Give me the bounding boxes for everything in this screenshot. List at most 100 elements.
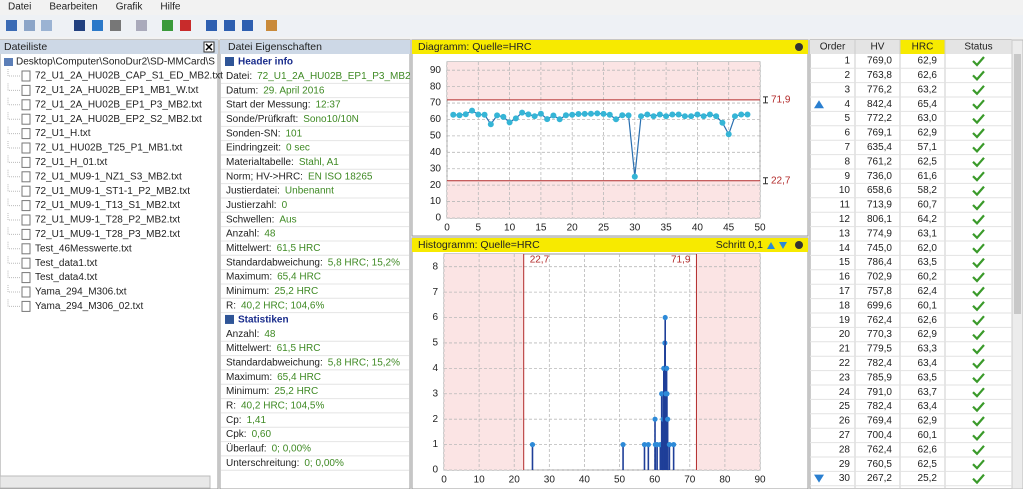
hrc-cell[interactable]: 63,1 [918,228,938,239]
hv-cell[interactable]: 267,2 [867,473,892,484]
order-cell[interactable]: 19 [839,315,851,326]
order-cell[interactable]: 16 [839,272,851,283]
order-cell[interactable]: 5 [844,113,850,124]
hrc-cell[interactable]: 62,0 [918,243,938,254]
hv-cell[interactable]: 762,4 [867,444,892,455]
file-name[interactable]: Test_data1.txt [35,258,97,269]
order-cell[interactable]: 20 [839,329,851,340]
hrc-cell[interactable]: 25,2 [918,473,938,484]
hv-cell[interactable]: 806,1 [867,214,892,225]
hv-cell[interactable]: 779,5 [867,344,892,355]
hrc-cell[interactable]: 58,2 [918,185,938,196]
hv-cell[interactable]: 658,6 [867,185,892,196]
hv-cell[interactable]: 757,8 [867,286,892,297]
hrc-cell[interactable]: 62,4 [918,286,938,297]
hrc-cell[interactable]: 57,1 [918,142,938,153]
hv-cell[interactable]: 769,0 [867,56,892,67]
tool-icon[interactable] [41,20,52,31]
hv-cell[interactable]: 842,4 [867,99,892,110]
order-cell[interactable]: 25 [839,401,851,412]
order-cell[interactable]: 12 [839,214,851,225]
tool-icon[interactable] [24,20,35,31]
hrc-cell[interactable]: 62,6 [918,70,938,81]
order-cell[interactable]: 10 [839,185,851,196]
hv-cell[interactable]: 776,2 [867,84,892,95]
hrc-cell[interactable]: 63,7 [918,387,938,398]
hrc-cell[interactable]: 62,9 [918,416,938,427]
order-cell[interactable]: 9 [844,171,850,182]
hv-cell[interactable]: 785,9 [867,372,892,383]
hv-cell[interactable]: 763,8 [867,70,892,81]
order-cell[interactable]: 7 [844,142,850,153]
tool-icon[interactable] [92,20,103,31]
hrc-cell[interactable]: 63,0 [918,113,938,124]
hv-cell[interactable]: 745,0 [867,243,892,254]
order-cell[interactable]: 4 [844,99,850,110]
order-cell[interactable]: 8 [844,156,850,167]
h-scrollbar[interactable] [0,475,211,489]
order-cell[interactable]: 2 [844,70,850,81]
hv-cell[interactable]: 770,3 [867,329,892,340]
hrc-cell[interactable]: 62,9 [918,56,938,67]
hrc-cell[interactable]: 63,4 [918,358,938,369]
hrc-cell[interactable]: 60,2 [918,272,938,283]
hrc-cell[interactable]: 64,2 [918,214,938,225]
tool-icon[interactable] [136,20,147,31]
order-cell[interactable]: 1 [844,56,850,67]
tool-icon[interactable] [180,20,191,31]
step-up[interactable] [767,242,775,249]
file-name[interactable]: 72_U1_2A_HU02B_EP2_S2_MB2.txt [35,114,202,125]
tool-icon[interactable] [206,20,217,31]
hrc-cell[interactable]: 62,5 [918,459,938,470]
diagram-option[interactable] [795,43,803,51]
menu-item[interactable]: Datei [8,2,31,13]
hv-cell[interactable]: 762,4 [867,315,892,326]
file-name[interactable]: 72_U1_2A_HU02B_EP1_MB1_W.txt [35,85,199,96]
hv-cell[interactable]: 769,4 [867,416,892,427]
hv-cell[interactable]: 760,5 [867,459,892,470]
file-name[interactable]: Test_data4.txt [35,272,97,283]
hv-cell[interactable]: 791,0 [867,387,892,398]
menu-item[interactable]: Grafik [116,2,144,13]
hrc-cell[interactable]: 60,7 [918,200,938,211]
hv-cell[interactable]: 786,4 [867,257,892,268]
hrc-cell[interactable]: 62,6 [918,315,938,326]
order-cell[interactable]: 13 [839,228,851,239]
order-cell[interactable]: 11 [840,200,851,211]
hv-cell[interactable]: 699,6 [867,300,892,311]
hrc-cell[interactable]: 62,6 [918,444,938,455]
order-cell[interactable]: 26 [839,416,851,427]
hrc-cell[interactable]: 63,5 [918,372,938,383]
tool-icon[interactable] [74,20,85,31]
file-name[interactable]: 72_U1_MU9-1_NZ1_S3_MB2.txt [35,171,182,182]
file-name[interactable]: 72_U1_MU9-1_T28_P3_MB2.txt [35,229,180,240]
hv-cell[interactable]: 772,2 [867,113,892,124]
hrc-cell[interactable]: 63,2 [918,84,938,95]
hv-cell[interactable]: 635,4 [867,142,892,153]
tool-icon[interactable] [224,20,235,31]
hrc-cell[interactable]: 62,9 [918,128,938,139]
file-name[interactable]: 72_U1_MU9-1_T13_S1_MB2.txt [35,200,180,211]
order-cell[interactable]: 21 [839,344,851,355]
hv-cell[interactable]: 736,0 [867,171,892,182]
scroll-thumb[interactable] [1014,54,1021,314]
file-name[interactable]: 72_U1_2A_HU02B_CAP_S1_ED_MB2.txt [35,71,223,82]
file-name[interactable]: 72_U1_H.txt [35,128,91,139]
tool-icon[interactable] [110,20,121,31]
order-cell[interactable]: 24 [839,387,851,398]
order-cell[interactable]: 17 [839,286,851,297]
order-cell[interactable]: 29 [839,459,851,470]
file-name[interactable]: 72_U1_MU9-1_ST1-1_P2_MB2.txt [35,186,190,197]
file-name[interactable]: 72_U1_2A_HU02B_EP1_P3_MB2.txt [35,99,202,110]
hv-cell[interactable]: 700,4 [867,430,892,441]
file-name[interactable]: 72_U1_HU02B_T25_P1_MB1.txt [35,143,183,154]
hrc-cell[interactable]: 60,1 [918,430,938,441]
file-name[interactable]: Test_46Messwerte.txt [35,243,132,254]
order-cell[interactable]: 3 [844,84,850,95]
order-cell[interactable]: 28 [839,444,851,455]
file-name[interactable]: Yama_294_M306_02.txt [35,301,143,312]
order-cell[interactable]: 15 [839,257,851,268]
file-name[interactable]: 72_U1_H_01.txt [35,157,107,168]
hv-cell[interactable]: 761,2 [867,156,892,167]
file-name[interactable]: 72_U1_MU9-1_T28_P2_MB2.txt [35,215,180,226]
